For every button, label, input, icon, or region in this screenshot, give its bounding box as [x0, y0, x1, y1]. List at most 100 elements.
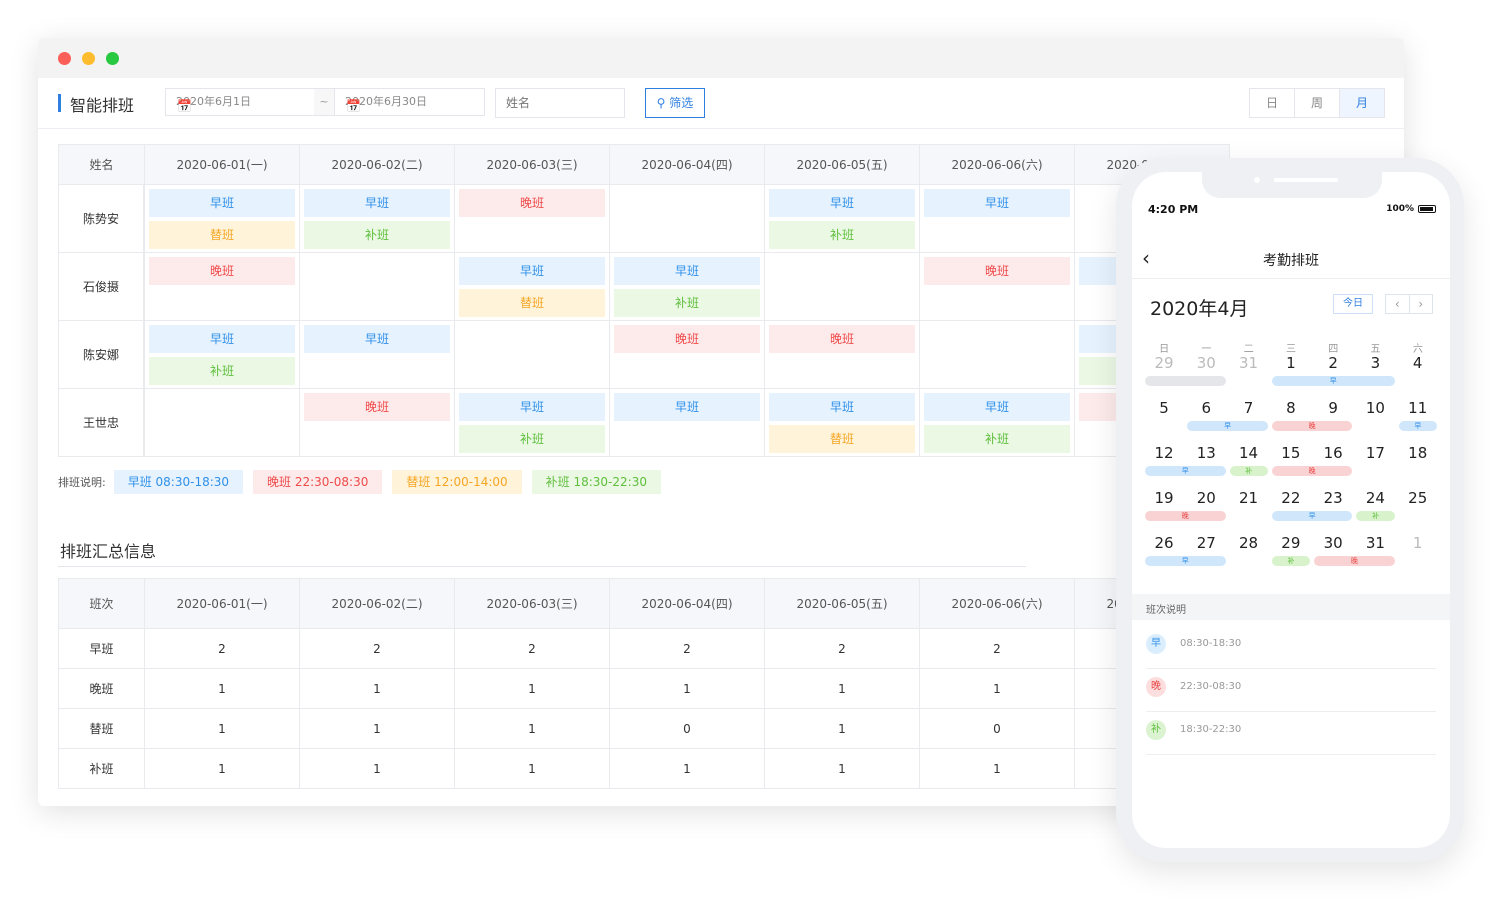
schedule-cell[interactable]: 早班 替班	[765, 389, 920, 457]
calendar-day[interactable]: 25	[1408, 489, 1428, 507]
calendar-day[interactable]: 7	[1243, 399, 1254, 417]
calendar-day[interactable]: 12	[1154, 444, 1174, 462]
calendar-day[interactable]: 17	[1365, 444, 1385, 462]
name-search-input[interactable]	[495, 88, 625, 118]
schedule-cell[interactable]: 晚班	[455, 185, 610, 253]
calendar-day[interactable]: 20	[1196, 489, 1216, 507]
calendar-day[interactable]: 13	[1196, 444, 1216, 462]
schedule-cell[interactable]: 早班补班	[300, 185, 455, 253]
calendar-day[interactable]: 3	[1370, 354, 1381, 372]
close-window-button[interactable]	[58, 52, 71, 65]
schedule-cell[interactable]: 早班	[610, 389, 765, 457]
shift-chip[interactable]: 补班	[459, 425, 605, 453]
shift-chip[interactable]: 早班	[149, 325, 295, 353]
shift-chip[interactable]: 补班	[149, 357, 295, 385]
calendar-day[interactable]: 26	[1154, 534, 1174, 552]
calendar-day[interactable]: 9	[1328, 399, 1338, 417]
shift-chip[interactable]: 晚班	[304, 393, 450, 421]
shift-chip[interactable]: 早班	[924, 393, 1070, 421]
schedule-cell[interactable]: 早班补班	[455, 389, 610, 457]
back-arrow-icon[interactable]: ‹	[1142, 246, 1150, 270]
shift-chip[interactable]: 补班	[924, 425, 1070, 453]
calendar-day[interactable]: 2	[1328, 354, 1338, 372]
calendar-day[interactable]: 28	[1239, 534, 1259, 552]
calendar-day[interactable]: 14	[1239, 444, 1259, 462]
calendar-day[interactable]: 30	[1196, 354, 1216, 372]
schedule-cell[interactable]: 早班	[920, 185, 1075, 253]
shift-chip[interactable]: 早班	[614, 393, 760, 421]
prev-month-icon[interactable]: ‹	[1386, 295, 1410, 313]
start-date-picker[interactable]: 2020年6月1日 📅	[165, 88, 315, 116]
shift-chip[interactable]: 替班	[459, 289, 605, 317]
calendar-day[interactable]: 8	[1286, 399, 1296, 417]
calendar-day[interactable]: 22	[1281, 489, 1301, 507]
calendar-day[interactable]: 19	[1154, 489, 1174, 507]
maximize-window-button[interactable]	[106, 52, 119, 65]
calendar-day[interactable]: 31	[1239, 354, 1259, 372]
calendar-day[interactable]: 29	[1281, 534, 1301, 552]
schedule-cell[interactable]: 早班	[300, 321, 455, 389]
shift-chip[interactable]: 早班	[459, 393, 605, 421]
schedule-cell[interactable]	[455, 321, 610, 389]
calendar-day[interactable]: 16	[1323, 444, 1343, 462]
minimize-window-button[interactable]	[82, 52, 95, 65]
view-month-tab[interactable]: 月	[1340, 89, 1384, 117]
schedule-cell[interactable]: 晚班	[145, 253, 300, 321]
calendar-day[interactable]: 21	[1239, 489, 1259, 507]
shift-chip[interactable]: 早班	[924, 189, 1070, 217]
schedule-cell[interactable]: 早班补班	[145, 321, 300, 389]
calendar-day[interactable]: 31	[1365, 534, 1385, 552]
shift-chip[interactable]: 早班	[459, 257, 605, 285]
shift-chip[interactable]: 晚班	[769, 325, 915, 353]
schedule-cell[interactable]	[610, 185, 765, 253]
shift-chip[interactable]: 早班	[304, 189, 450, 217]
today-button[interactable]: 今日	[1333, 294, 1373, 314]
calendar-day[interactable]: 4	[1412, 354, 1423, 372]
schedule-cell[interactable]	[920, 321, 1075, 389]
calendar-day[interactable]: 23	[1323, 489, 1343, 507]
shift-chip[interactable]: 晚班	[459, 189, 605, 217]
schedule-cell[interactable]: 晚班	[300, 389, 455, 457]
calendar-day[interactable]: 30	[1323, 534, 1343, 552]
shift-chip[interactable]: 早班	[614, 257, 760, 285]
shift-chip[interactable]: 晚班	[924, 257, 1070, 285]
shift-chip[interactable]: 补班	[614, 289, 760, 317]
view-week-tab[interactable]: 周	[1295, 89, 1340, 117]
schedule-cell[interactable]: 早班补班	[765, 185, 920, 253]
shift-chip[interactable]: 晚班	[614, 325, 760, 353]
shift-chip[interactable]: 补班	[769, 221, 915, 249]
calendar-day[interactable]: 1	[1286, 354, 1296, 372]
calendar-day[interactable]: 18	[1408, 444, 1428, 462]
calendar-day[interactable]: 11	[1408, 399, 1428, 417]
schedule-cell[interactable]: 早班补班	[610, 253, 765, 321]
shift-chip[interactable]: 替班	[769, 425, 915, 453]
schedule-cell[interactable]: 早班补班	[920, 389, 1075, 457]
shift-chip[interactable]: 晚班	[149, 257, 295, 285]
shift-chip[interactable]: 替班	[149, 221, 295, 249]
next-month-icon[interactable]: ›	[1418, 297, 1424, 311]
view-day-tab[interactable]: 日	[1250, 89, 1295, 117]
shift-chip[interactable]: 补班	[304, 221, 450, 249]
calendar-day[interactable]: 6	[1201, 399, 1212, 417]
calendar-day[interactable]: 15	[1281, 444, 1301, 462]
calendar-day[interactable]: 29	[1154, 354, 1174, 372]
schedule-cell[interactable]: 晚班	[765, 321, 920, 389]
calendar-day[interactable]: 5	[1159, 399, 1169, 417]
schedule-cell[interactable]	[300, 253, 455, 321]
schedule-cell[interactable]: 早班 替班	[145, 185, 300, 253]
shift-chip[interactable]: 早班	[769, 189, 915, 217]
schedule-cell[interactable]: 早班 替班	[455, 253, 610, 321]
shift-chip[interactable]: 早班	[769, 393, 915, 421]
schedule-cell[interactable]	[765, 253, 920, 321]
calendar-day[interactable]: 10	[1365, 399, 1385, 417]
shift-chip[interactable]: 早班	[304, 325, 450, 353]
calendar-day[interactable]: 27	[1196, 534, 1216, 552]
shift-chip[interactable]: 早班	[149, 189, 295, 217]
end-date-picker[interactable]: 2020年6月30日 📅	[334, 88, 485, 116]
schedule-cell[interactable]: 晚班	[610, 321, 765, 389]
schedule-cell[interactable]	[145, 389, 300, 457]
calendar-day[interactable]: 24	[1365, 489, 1385, 507]
filter-button[interactable]: ⚲ 筛选	[645, 88, 705, 118]
calendar-day[interactable]: 1	[1412, 534, 1423, 552]
schedule-cell[interactable]: 晚班	[920, 253, 1075, 321]
